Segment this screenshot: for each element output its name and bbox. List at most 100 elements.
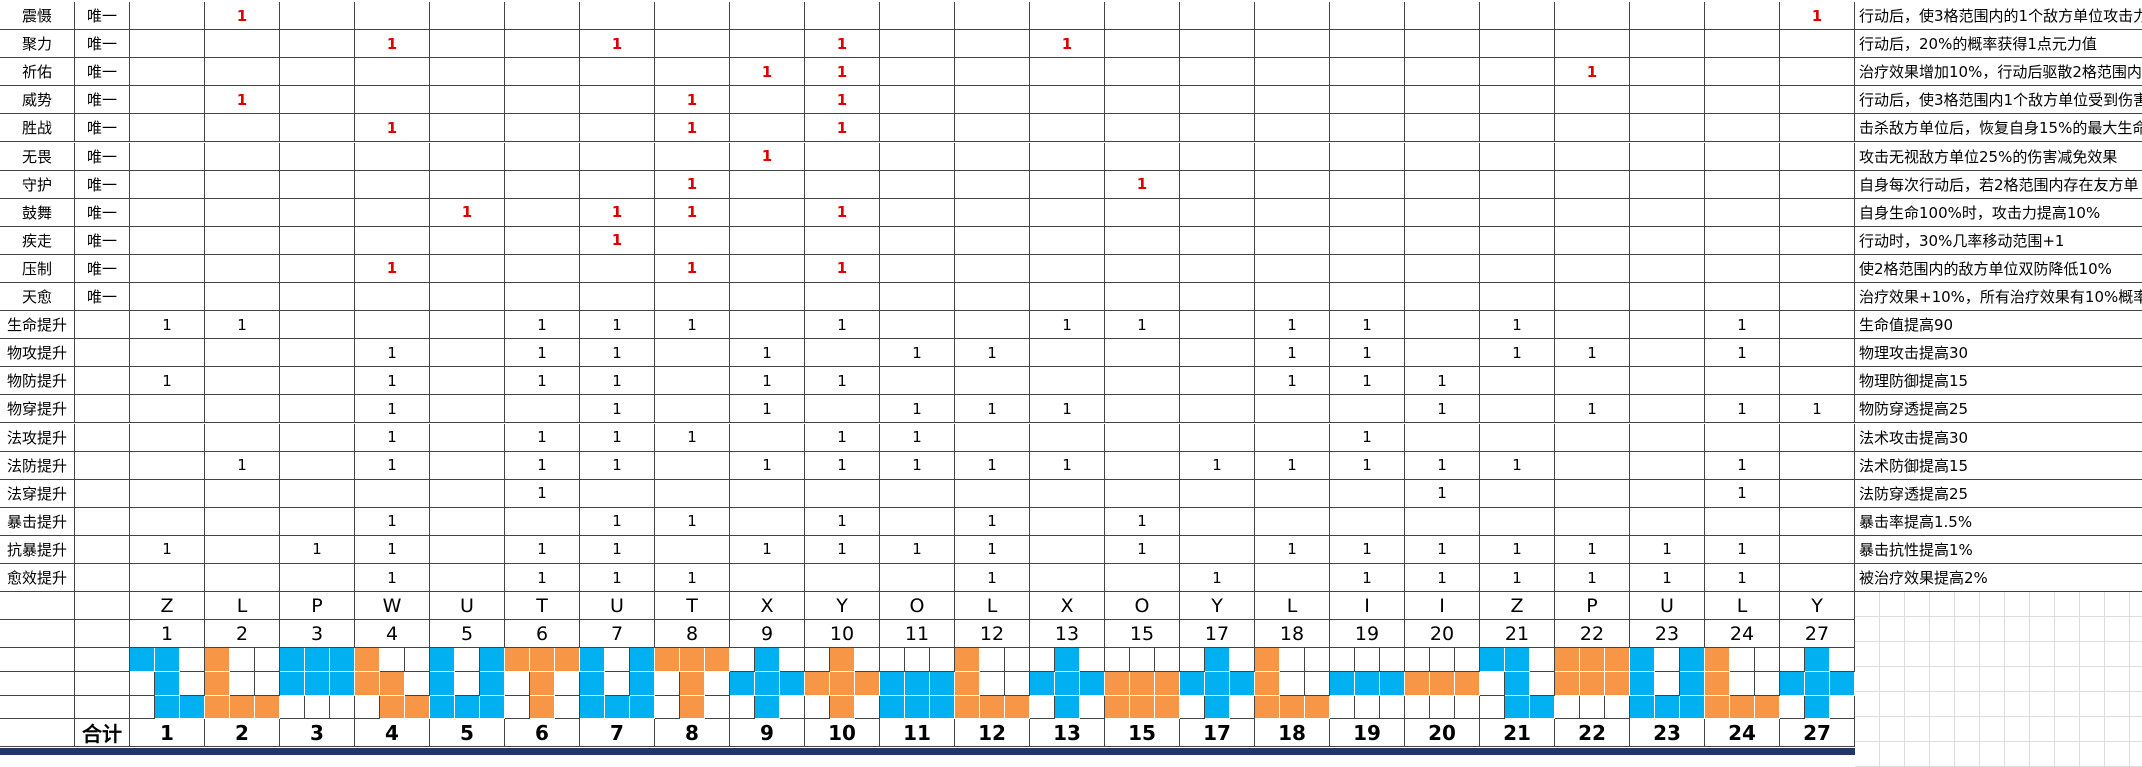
shape-cell (605, 695, 630, 720)
value-cell: 1 (205, 86, 280, 115)
value-cell (955, 226, 1030, 255)
value-cell (1780, 339, 1855, 368)
value-cell: 1 (505, 339, 580, 368)
value-cell (205, 58, 280, 87)
shape-cell (1305, 672, 1330, 696)
value-cell: 1 (1780, 2, 1855, 31)
shape-letter: U (1630, 592, 1705, 621)
value-cell (730, 283, 805, 312)
value-cell: 1 (655, 198, 730, 227)
shape-cell (1380, 695, 1405, 720)
shape-cell (130, 648, 155, 672)
shape-cell (705, 648, 730, 672)
empty-cell (2005, 667, 2030, 693)
value-cell (1255, 86, 1330, 115)
value-cell (130, 30, 205, 59)
value-cell (880, 564, 955, 593)
shape-cell (355, 695, 380, 720)
empty-cell (2005, 692, 2030, 718)
value-cell (430, 170, 505, 199)
row-desc: 法术攻击提高30 (1855, 424, 2142, 452)
value-cell (955, 114, 1030, 143)
total-number: 5 (430, 719, 505, 748)
value-cell (1555, 283, 1630, 312)
shape-cell (1430, 695, 1455, 720)
value-cell (1705, 142, 1780, 171)
value-cell (805, 170, 880, 199)
value-cell: 1 (955, 535, 1030, 564)
shape-cell (930, 695, 955, 720)
value-cell: 1 (1405, 395, 1480, 424)
value-cell (1255, 30, 1330, 59)
shape-cell (980, 672, 1005, 696)
shape-letter: L (205, 592, 280, 621)
shape-cell (430, 648, 455, 672)
row-name: 生命提升 (0, 311, 75, 340)
value-cell (1105, 479, 1180, 508)
total-number: 13 (1030, 719, 1105, 748)
value-cell (280, 142, 355, 171)
value-cell: 1 (1705, 564, 1780, 593)
row-desc: 行动时，30%几率移动范围+1 (1855, 227, 2142, 255)
value-cell (1330, 170, 1405, 199)
value-cell (355, 86, 430, 115)
value-cell (355, 479, 430, 508)
empty-cell (1880, 667, 1905, 693)
value-cell (1105, 564, 1180, 593)
empty-cell (2030, 617, 2055, 643)
shape-cell (130, 695, 155, 720)
value-cell (130, 114, 205, 143)
value-cell: 1 (1330, 311, 1405, 340)
value-cell (1030, 86, 1105, 115)
value-cell (1705, 367, 1780, 396)
shape-number: 6 (505, 620, 580, 649)
value-cell (805, 142, 880, 171)
value-cell (1105, 114, 1180, 143)
row-tag (75, 311, 130, 340)
shape-letter: W (355, 592, 430, 621)
value-cell (1630, 479, 1705, 508)
value-cell (1030, 2, 1105, 31)
value-cell (205, 142, 280, 171)
value-cell (1555, 507, 1630, 536)
empty-cell (1855, 717, 1880, 743)
value-cell (1555, 170, 1630, 199)
empty-cell (1930, 592, 1955, 618)
shape-cell (1330, 648, 1355, 672)
shape-cell (180, 648, 205, 672)
shape-cell (1380, 672, 1405, 696)
value-cell: 1 (805, 507, 880, 536)
row-tag (75, 564, 130, 593)
row-tag: 唯一 (75, 30, 130, 59)
value-cell (355, 170, 430, 199)
row-name: 无畏 (0, 142, 75, 171)
empty-cell (2130, 592, 2142, 618)
value-cell (1405, 114, 1480, 143)
shape-cell (405, 648, 430, 672)
row-tag: 唯一 (75, 114, 130, 143)
value-cell (280, 2, 355, 31)
shape-cell (730, 648, 755, 672)
value-cell: 1 (130, 311, 205, 340)
blank (0, 672, 75, 696)
shape-cell (1080, 695, 1105, 720)
value-cell (730, 114, 805, 143)
empty-cell (2055, 617, 2080, 643)
shape-cell (480, 695, 505, 720)
shape-cell (380, 648, 405, 672)
value-cell: 1 (655, 507, 730, 536)
shape-cell (905, 695, 930, 720)
value-cell (1780, 423, 1855, 452)
value-cell (1555, 451, 1630, 480)
shape-letter: Z (130, 592, 205, 621)
shape-cell (1205, 672, 1230, 696)
row-name: 震慑 (0, 2, 75, 31)
total-number: 7 (580, 719, 655, 748)
shape-cell (205, 695, 230, 720)
total-number: 6 (505, 719, 580, 748)
row-name: 愈效提升 (0, 564, 75, 593)
shape-number: 10 (805, 620, 880, 649)
value-cell (430, 30, 505, 59)
empty-cell (2055, 642, 2080, 668)
value-cell (1030, 283, 1105, 312)
